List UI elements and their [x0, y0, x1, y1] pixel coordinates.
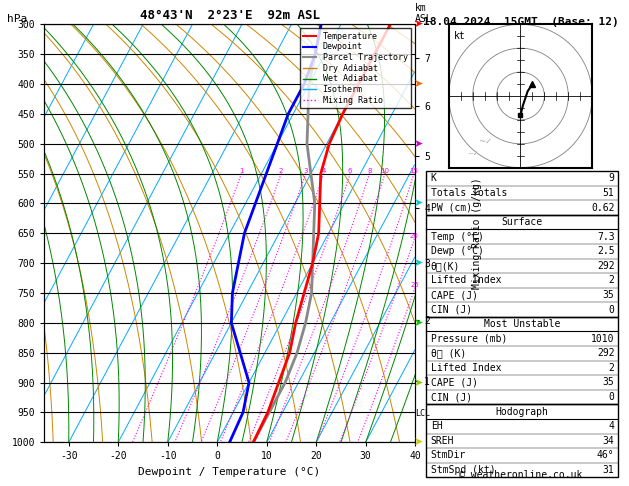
- Text: ➤: ➤: [414, 19, 423, 29]
- Text: 292: 292: [597, 348, 615, 358]
- Text: 3: 3: [303, 168, 308, 174]
- Text: Surface: Surface: [501, 217, 542, 227]
- Text: 18.04.2024  15GMT  (Base: 12): 18.04.2024 15GMT (Base: 12): [423, 17, 619, 27]
- Text: Temp (°C): Temp (°C): [431, 232, 484, 242]
- Text: 7.3: 7.3: [597, 232, 615, 242]
- Text: EH: EH: [431, 421, 443, 431]
- Text: 0: 0: [609, 392, 615, 402]
- Text: ➤: ➤: [414, 258, 423, 268]
- Text: ~✓: ~✓: [467, 151, 479, 156]
- Text: hPa: hPa: [7, 14, 27, 24]
- Text: ➤: ➤: [414, 318, 423, 328]
- Text: 4: 4: [609, 421, 615, 431]
- Text: Most Unstable: Most Unstable: [484, 319, 560, 329]
- Text: 34: 34: [603, 436, 615, 446]
- Text: ➤: ➤: [414, 198, 423, 208]
- Text: CIN (J): CIN (J): [431, 305, 472, 314]
- Text: 2.5: 2.5: [597, 246, 615, 256]
- Text: Pressure (mb): Pressure (mb): [431, 334, 507, 344]
- Text: StmSpd (kt): StmSpd (kt): [431, 465, 496, 475]
- Text: Lifted Index: Lifted Index: [431, 363, 501, 373]
- Text: Dewp (°C): Dewp (°C): [431, 246, 484, 256]
- Text: CAPE (J): CAPE (J): [431, 290, 478, 300]
- Text: 0: 0: [609, 305, 615, 314]
- Text: 4: 4: [321, 168, 326, 174]
- X-axis label: Dewpoint / Temperature (°C): Dewpoint / Temperature (°C): [138, 467, 321, 477]
- Text: 15: 15: [409, 168, 418, 174]
- Text: ~✓: ~✓: [477, 137, 492, 146]
- Y-axis label: Mixing Ratio (g/kg): Mixing Ratio (g/kg): [472, 177, 482, 289]
- Text: CAPE (J): CAPE (J): [431, 378, 478, 387]
- Text: StmDir: StmDir: [431, 451, 466, 460]
- Text: kt: kt: [454, 32, 465, 41]
- Text: PW (cm): PW (cm): [431, 203, 472, 212]
- Legend: Temperature, Dewpoint, Parcel Trajectory, Dry Adiabat, Wet Adiabat, Isotherm, Mi: Temperature, Dewpoint, Parcel Trajectory…: [300, 29, 411, 108]
- Text: 292: 292: [597, 261, 615, 271]
- Text: 2: 2: [609, 276, 615, 285]
- Text: © weatheronline.co.uk: © weatheronline.co.uk: [459, 470, 582, 480]
- Text: 25: 25: [411, 281, 420, 288]
- Text: 35: 35: [603, 378, 615, 387]
- Title: 48°43'N  2°23'E  92m ASL: 48°43'N 2°23'E 92m ASL: [140, 9, 320, 22]
- Text: θᴄ (K): θᴄ (K): [431, 348, 466, 358]
- Text: 1: 1: [239, 168, 243, 174]
- Text: CIN (J): CIN (J): [431, 392, 472, 402]
- Text: 31: 31: [603, 465, 615, 475]
- Text: 0.62: 0.62: [591, 203, 615, 212]
- Text: ➤: ➤: [414, 139, 423, 149]
- Text: 6: 6: [348, 168, 352, 174]
- Text: 35: 35: [603, 290, 615, 300]
- Text: 10: 10: [381, 168, 389, 174]
- Text: 51: 51: [603, 188, 615, 198]
- Text: LCL: LCL: [415, 409, 430, 418]
- Text: ➤: ➤: [414, 437, 423, 447]
- Text: 20: 20: [410, 233, 419, 239]
- Text: SREH: SREH: [431, 436, 454, 446]
- Text: ➤: ➤: [414, 79, 423, 89]
- Text: 1010: 1010: [591, 334, 615, 344]
- Text: 8: 8: [367, 168, 372, 174]
- Text: Hodograph: Hodograph: [495, 407, 548, 417]
- Text: Lifted Index: Lifted Index: [431, 276, 501, 285]
- Text: θᴄ(K): θᴄ(K): [431, 261, 460, 271]
- Text: ➤: ➤: [414, 378, 423, 387]
- Text: 2: 2: [609, 363, 615, 373]
- Text: Totals Totals: Totals Totals: [431, 188, 507, 198]
- Text: km
ASL: km ASL: [415, 3, 433, 24]
- Text: 2: 2: [279, 168, 283, 174]
- Text: K: K: [431, 174, 437, 183]
- Text: 46°: 46°: [597, 451, 615, 460]
- Text: 9: 9: [609, 174, 615, 183]
